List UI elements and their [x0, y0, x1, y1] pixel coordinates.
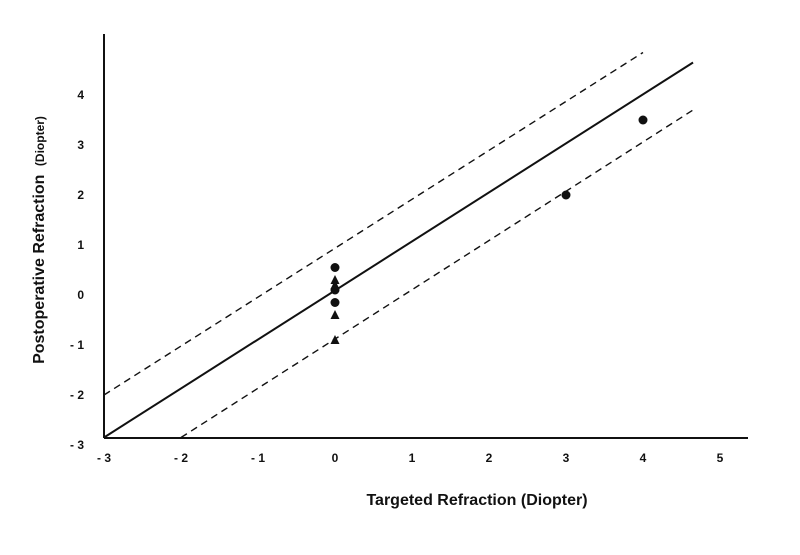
y-axis-title-main: Postoperative Refraction	[31, 175, 48, 364]
data-point-triangle	[330, 335, 340, 344]
tolerance-line-1	[103, 51, 644, 396]
y-tick-label: - 3	[70, 438, 84, 452]
y-tick-labels: - 3 - 2 - 1 0 1 2 3 4	[70, 88, 84, 452]
y-tick-label: 2	[77, 188, 84, 202]
identity-line	[103, 61, 694, 439]
x-axis-title: Targeted Refraction (Diopter)	[366, 492, 587, 509]
x-tick-label: 1	[409, 451, 416, 465]
reference-lines	[103, 51, 694, 439]
data-point-triangle	[330, 280, 340, 289]
x-tick-label: 4	[640, 451, 647, 465]
y-tick-label: - 1	[70, 338, 84, 352]
y-tick-label: 3	[77, 138, 84, 152]
y-tick-label: 1	[77, 238, 84, 252]
y-axis-title-unit: (Diopter)	[33, 116, 47, 166]
data-point-circle	[638, 115, 648, 125]
y-tick-label: - 2	[70, 388, 84, 402]
data-points	[330, 115, 648, 344]
x-tick-label: - 2	[174, 451, 188, 465]
data-point-triangle	[330, 310, 340, 319]
x-tick-label: 5	[717, 451, 724, 465]
x-tick-label: 2	[486, 451, 493, 465]
axes	[103, 34, 748, 439]
data-point-circle	[561, 190, 571, 200]
y-tick-label: 4	[77, 88, 84, 102]
data-point-circle	[330, 263, 340, 272]
data-point-triangle	[330, 275, 340, 284]
data-point-circle	[330, 298, 340, 307]
x-tick-label: - 3	[97, 451, 111, 465]
y-axis-title: Postoperative Refraction (Diopter)	[31, 116, 48, 364]
x-tick-label: 0	[332, 451, 339, 465]
tolerance-line-2	[180, 109, 694, 439]
x-tick-label: - 1	[251, 451, 265, 465]
x-tick-label: 3	[563, 451, 570, 465]
y-tick-label: 0	[77, 288, 84, 302]
x-tick-labels: - 3 - 2 - 1 0 1 2 3 4 5	[97, 451, 724, 465]
